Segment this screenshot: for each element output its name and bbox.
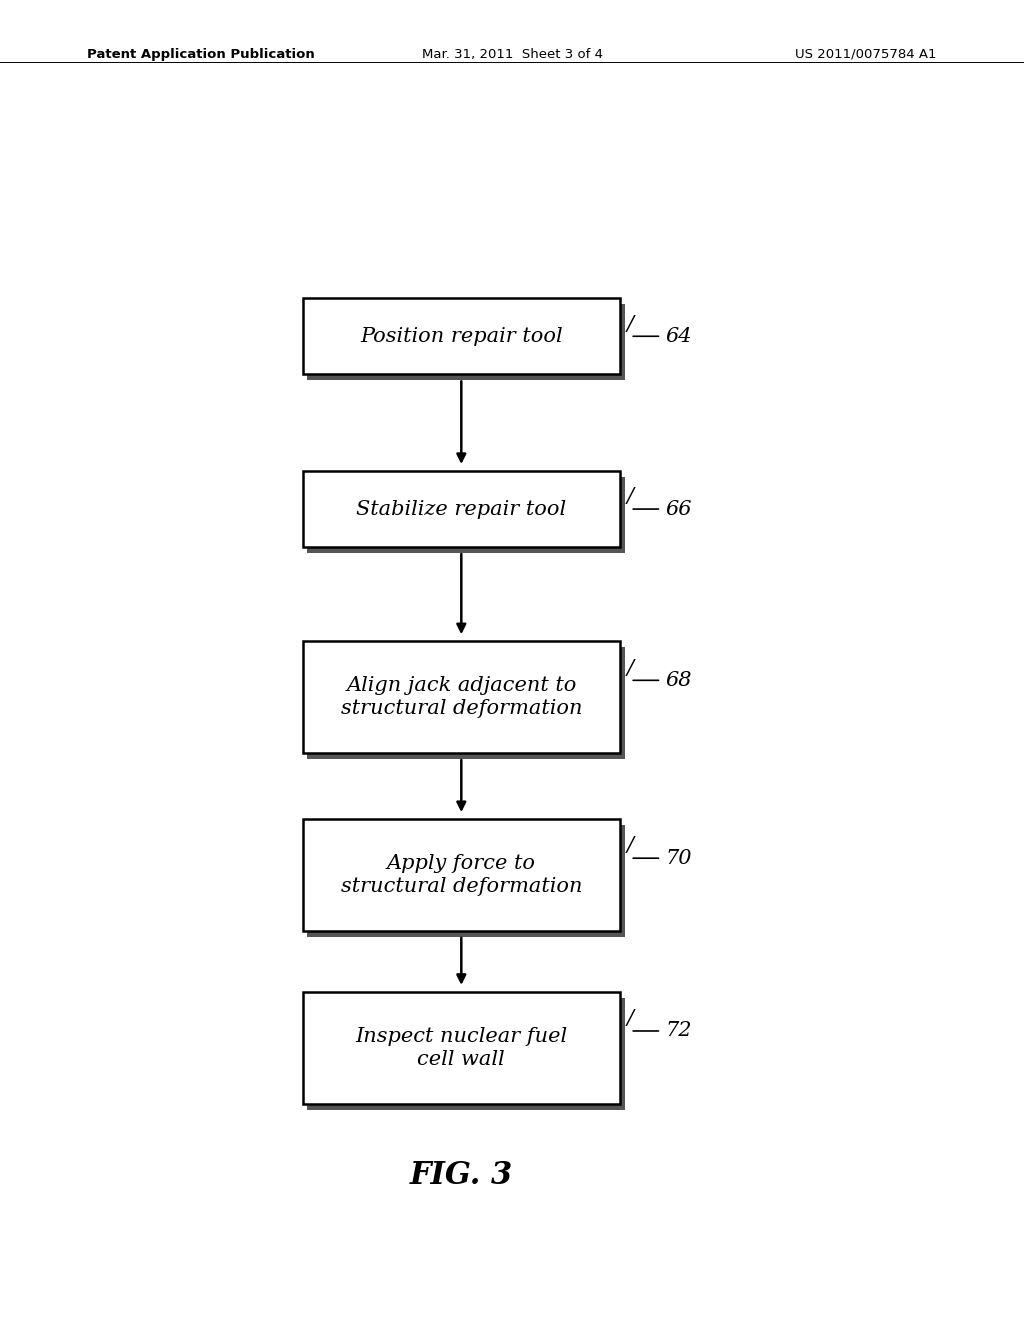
Text: 72: 72 xyxy=(666,1022,692,1040)
Text: US 2011/0075784 A1: US 2011/0075784 A1 xyxy=(796,48,937,61)
Bar xyxy=(307,825,625,937)
Text: 66: 66 xyxy=(666,499,692,519)
Bar xyxy=(303,298,621,375)
Text: Mar. 31, 2011  Sheet 3 of 4: Mar. 31, 2011 Sheet 3 of 4 xyxy=(422,48,602,61)
Text: Stabilize repair tool: Stabilize repair tool xyxy=(356,499,566,519)
Text: Inspect nuclear fuel
cell wall: Inspect nuclear fuel cell wall xyxy=(355,1027,567,1069)
Text: /: / xyxy=(627,837,634,855)
Text: 68: 68 xyxy=(666,671,692,690)
Text: Apply force to
structural deformation: Apply force to structural deformation xyxy=(341,854,582,896)
Text: Position repair tool: Position repair tool xyxy=(360,327,562,346)
Text: 64: 64 xyxy=(666,327,692,346)
Bar xyxy=(307,647,625,759)
Text: 70: 70 xyxy=(666,849,692,867)
Bar xyxy=(303,642,621,752)
Bar xyxy=(303,471,621,548)
Text: /: / xyxy=(627,314,634,334)
Bar xyxy=(303,818,621,931)
Text: /: / xyxy=(627,487,634,507)
Text: /: / xyxy=(627,1010,634,1028)
Bar xyxy=(303,991,621,1104)
Bar xyxy=(307,477,625,553)
Bar xyxy=(307,998,625,1110)
Text: /: / xyxy=(627,659,634,677)
Text: Patent Application Publication: Patent Application Publication xyxy=(87,48,314,61)
Text: FIG. 3: FIG. 3 xyxy=(410,1159,513,1191)
Text: Align jack adjacent to
structural deformation: Align jack adjacent to structural deform… xyxy=(341,676,582,718)
Bar xyxy=(307,304,625,380)
